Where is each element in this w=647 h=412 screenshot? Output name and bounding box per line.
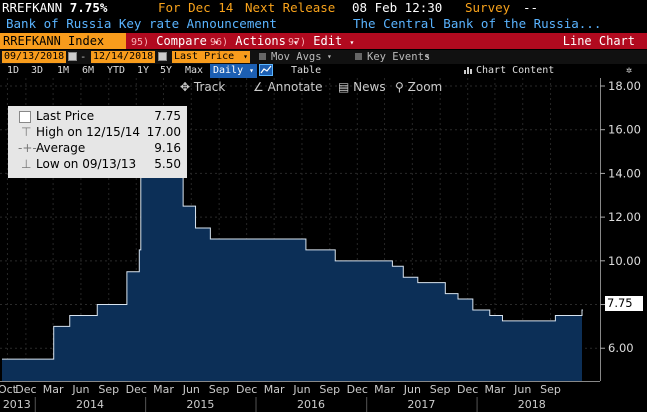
period-5y[interactable]: 5Y bbox=[160, 65, 173, 76]
x-tick-label: Jun bbox=[292, 383, 310, 396]
high-marker-icon: ⊤ bbox=[21, 125, 32, 139]
y-tick-label: 16.00 bbox=[608, 123, 641, 137]
period-bar: 1D 3D 1M 6M YTD 1Y 5Y Max Daily ▾ Table … bbox=[0, 64, 647, 78]
x-year-label: 2016 bbox=[297, 398, 325, 411]
compare-button[interactable]: 95) Compare ▾ bbox=[131, 34, 219, 48]
title-bar: RREFKANN 7.75% For Dec 14 Next Release 0… bbox=[0, 0, 647, 16]
table-button[interactable]: Table bbox=[291, 65, 322, 76]
x-tick-label: Mar bbox=[264, 383, 285, 396]
chevron-down-icon[interactable]: ▾ bbox=[425, 52, 430, 61]
x-tick-label: Jun bbox=[182, 383, 200, 396]
ticker[interactable]: RREFKANN bbox=[2, 0, 63, 15]
pencil-icon: ∠ bbox=[253, 80, 264, 94]
y-tick-label: 6.00 bbox=[608, 341, 634, 355]
function-bar: RREFKANN Index 95) Compare ▾ 96) Actions… bbox=[0, 33, 647, 49]
x-tick-label: Dec bbox=[347, 383, 368, 396]
x-year-label: 2015 bbox=[186, 398, 214, 411]
period-3d[interactable]: 3D bbox=[31, 65, 44, 76]
for-date: For Dec 14 bbox=[158, 0, 234, 15]
x-tick-label: Mar bbox=[485, 383, 506, 396]
y-tick-label: 18.00 bbox=[608, 79, 641, 93]
source-name[interactable]: The Central Bank of the Russia... bbox=[353, 16, 602, 31]
magnifier-icon: ⚲ bbox=[395, 80, 404, 94]
chevron-down-icon[interactable]: ▾ bbox=[327, 52, 332, 61]
current-value: 7.75% bbox=[69, 0, 108, 15]
y-tick-label: 10.00 bbox=[608, 254, 641, 268]
x-tick-label: Dec bbox=[236, 383, 257, 396]
mov-avgs-label: Mov Avgs bbox=[271, 51, 322, 63]
x-tick-label: Jun bbox=[71, 383, 89, 396]
edit-button[interactable]: 97) Edit ▾ bbox=[288, 34, 355, 48]
next-release-time: 08 Feb 12:30 bbox=[352, 0, 443, 15]
key-events-checkbox[interactable] bbox=[355, 53, 362, 60]
x-tick-label: Sep bbox=[209, 383, 230, 396]
period-1d[interactable]: 1D bbox=[7, 65, 20, 76]
x-tick-label: Oct bbox=[0, 383, 18, 396]
chart-type-label: Line Chart bbox=[562, 34, 635, 48]
frequency-dropdown[interactable]: Daily ▾ bbox=[210, 64, 257, 78]
series-swatch bbox=[19, 111, 31, 123]
annotate-tool[interactable]: ∠ Annotate bbox=[253, 80, 323, 94]
x-tick-label: Dec bbox=[126, 383, 147, 396]
chart-icon[interactable] bbox=[463, 64, 473, 78]
end-date-field[interactable]: 12/14/2018 bbox=[91, 51, 156, 63]
y-tick-label: 14.00 bbox=[608, 166, 641, 180]
survey-value: -- bbox=[523, 0, 539, 15]
x-year-label: 2013 bbox=[3, 398, 31, 411]
x-year-label: 2018 bbox=[518, 398, 546, 411]
chart-content-button[interactable]: Chart Content bbox=[476, 65, 555, 76]
subheader: Bank of Russia Key rate Announcement The… bbox=[0, 16, 647, 32]
x-tick-label: Mar bbox=[43, 383, 64, 396]
low-marker-icon: ⊥ bbox=[21, 157, 32, 171]
field-dropdown[interactable]: Last Price ▾ bbox=[172, 51, 250, 63]
legend-last-price: Last Price 7.75 bbox=[8, 108, 187, 124]
calendar-icon[interactable] bbox=[68, 52, 77, 61]
zoom-tool[interactable]: ⚲ Zoom bbox=[395, 80, 443, 94]
event-name[interactable]: Bank of Russia Key rate Announcement bbox=[6, 16, 277, 31]
news-icon: ▤ bbox=[338, 80, 350, 94]
x-tick-label: Sep bbox=[319, 383, 340, 396]
legend-average: -+- Average 9.16 bbox=[18, 141, 181, 155]
last-price-tag: 7.75 bbox=[605, 296, 643, 311]
series-line bbox=[2, 107, 583, 360]
x-year-label: 2017 bbox=[407, 398, 435, 411]
average-marker-icon: -+- bbox=[18, 141, 37, 155]
period-1y[interactable]: 1Y bbox=[137, 65, 150, 76]
date-controls: 09/13/2018 - 12/14/2018 Last Price ▾ Mov … bbox=[0, 50, 647, 64]
x-tick-label: Sep bbox=[98, 383, 119, 396]
x-tick-label: Jun bbox=[513, 383, 531, 396]
next-release-label: Next Release bbox=[245, 0, 336, 15]
line-chart-icon[interactable] bbox=[259, 64, 273, 78]
period-max[interactable]: Max bbox=[185, 65, 204, 76]
x-tick-label: Dec bbox=[457, 383, 478, 396]
key-events-label: Key Events bbox=[367, 51, 431, 63]
track-tool[interactable]: ✥ Track bbox=[180, 80, 226, 94]
calendar-icon[interactable] bbox=[158, 52, 167, 61]
x-tick-label: Sep bbox=[430, 383, 451, 396]
actions-button[interactable]: 96) Actions ▾ bbox=[210, 34, 298, 48]
x-tick-label: Sep bbox=[540, 383, 561, 396]
mov-avgs-checkbox[interactable] bbox=[259, 53, 266, 60]
survey-label: Survey bbox=[465, 0, 511, 15]
period-ytd[interactable]: YTD bbox=[107, 65, 126, 76]
legend-high: ⊤ High on 12/15/14 17.00 bbox=[21, 125, 181, 139]
y-tick-label: 12.00 bbox=[608, 210, 641, 224]
x-tick-label: Dec bbox=[15, 383, 36, 396]
legend-low: ⊥ Low on 09/13/13 5.50 bbox=[21, 157, 181, 171]
x-tick-label: Mar bbox=[374, 383, 395, 396]
crosshair-icon: ✥ bbox=[180, 80, 191, 94]
legend[interactable]: Last Price 7.75 ⊤ High on 12/15/14 17.00… bbox=[8, 106, 187, 178]
gear-icon[interactable]: ✲ bbox=[626, 65, 633, 76]
x-year-label: 2014 bbox=[76, 398, 104, 411]
start-date-field[interactable]: 09/13/2018 bbox=[2, 51, 67, 63]
period-1m[interactable]: 1M bbox=[57, 65, 70, 76]
security-field[interactable]: RREFKANN Index bbox=[0, 33, 126, 49]
news-tool[interactable]: ▤ News bbox=[338, 80, 386, 94]
period-6m[interactable]: 6M bbox=[82, 65, 95, 76]
x-tick-label: Jun bbox=[403, 383, 421, 396]
x-tick-label: Mar bbox=[153, 383, 174, 396]
